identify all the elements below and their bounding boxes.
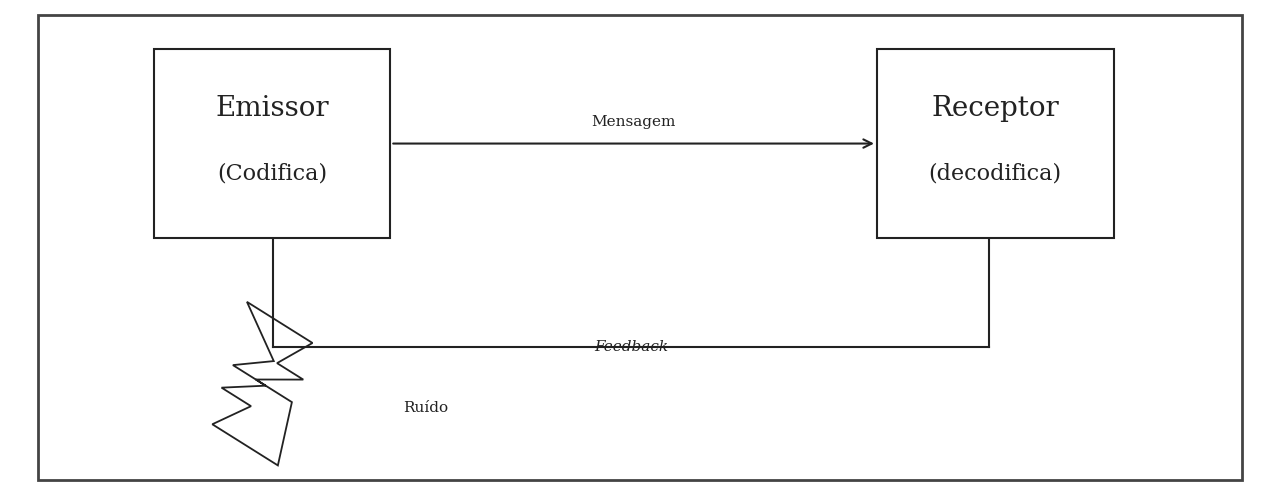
Text: (decodifica): (decodifica): [928, 162, 1062, 184]
Bar: [154, 50, 390, 238]
Text: Mensagem: Mensagem: [591, 115, 676, 129]
Text: Feedback: Feedback: [594, 340, 668, 354]
Text: (Codifica): (Codifica): [216, 162, 328, 184]
Text: Receptor: Receptor: [932, 96, 1059, 122]
Bar: [877, 50, 1114, 238]
Text: Ruído: Ruído: [403, 401, 448, 415]
Text: Emissor: Emissor: [215, 96, 329, 122]
